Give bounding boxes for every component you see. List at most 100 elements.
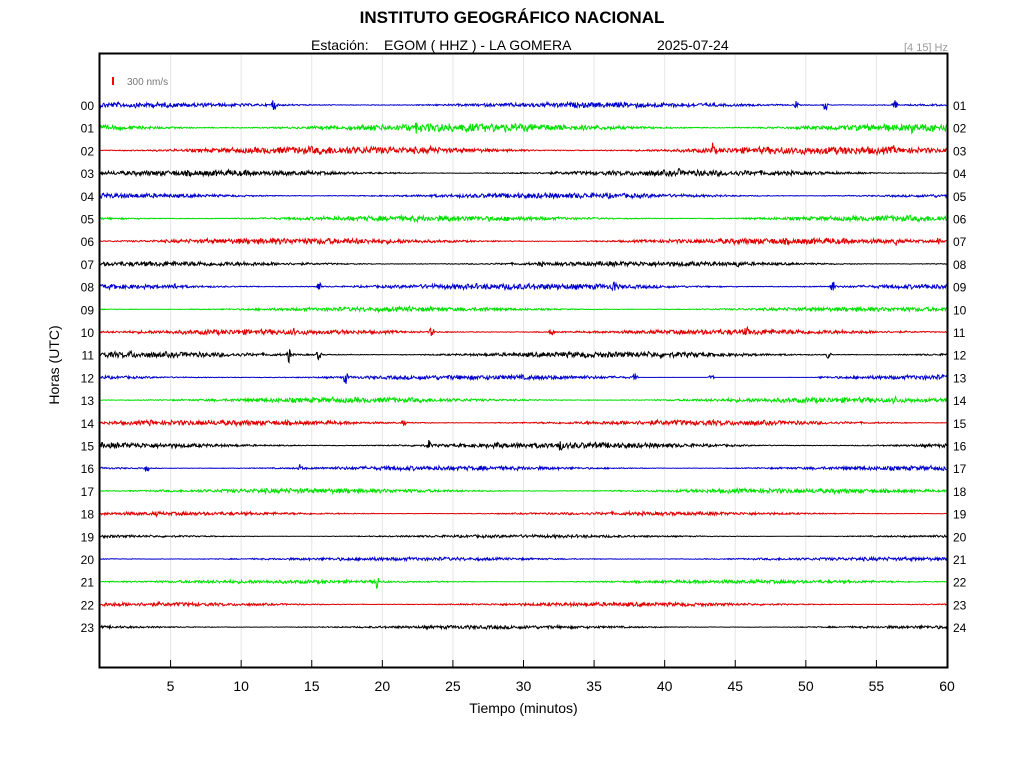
trace-hour-16 bbox=[99, 464, 947, 473]
trace-hour-23 bbox=[99, 623, 948, 631]
x-tick-label: 60 bbox=[939, 678, 955, 694]
hour-label-right: 16 bbox=[953, 440, 967, 454]
trace-hour-09 bbox=[99, 304, 947, 314]
grid-lines bbox=[170, 55, 877, 666]
hour-label-left: 05 bbox=[81, 213, 95, 227]
hour-label-right: 01 bbox=[953, 99, 967, 113]
scale-label: 300 nm/s bbox=[127, 77, 168, 88]
hour-label-left: 10 bbox=[81, 326, 95, 340]
hour-label-left: 08 bbox=[81, 281, 95, 295]
hour-label-left: 17 bbox=[81, 485, 95, 499]
x-tick-label: 30 bbox=[516, 678, 532, 694]
hour-label-left: 13 bbox=[81, 394, 95, 408]
filter-band-label: [4 15] Hz bbox=[903, 42, 948, 54]
trace-hour-11 bbox=[99, 349, 947, 365]
hour-label-right: 05 bbox=[953, 190, 967, 204]
plot-frame bbox=[98, 52, 949, 669]
hour-label-right: 12 bbox=[953, 349, 967, 363]
hour-label-right: 11 bbox=[953, 326, 966, 340]
trace-hour-00 bbox=[99, 100, 947, 111]
hour-labels-left: 00 01 02 03 04 05 06 07 08 09 10 11 12 13 14 15 16 17 18 19… bbox=[81, 99, 95, 635]
hour-label-right: 20 bbox=[953, 530, 967, 544]
trace-hour-18 bbox=[99, 509, 947, 519]
hour-label-right: 21 bbox=[953, 553, 967, 567]
trace-hour-10 bbox=[99, 325, 947, 337]
hour-label-left: 19 bbox=[81, 530, 95, 544]
hour-label-right: 22 bbox=[953, 576, 967, 590]
hour-label-left: 03 bbox=[81, 167, 95, 181]
hour-label-left: 11 bbox=[82, 349, 95, 363]
hour-label-left: 20 bbox=[81, 553, 95, 567]
scale-bar bbox=[112, 77, 114, 85]
trace-hour-01 bbox=[99, 122, 948, 135]
trace-hour-21 bbox=[99, 578, 947, 589]
x-tick-label: 35 bbox=[586, 678, 602, 694]
station-label: Estación: bbox=[311, 37, 369, 53]
seismic-traces bbox=[99, 100, 948, 631]
hour-label-right: 23 bbox=[953, 598, 967, 612]
hour-label-right: 04 bbox=[953, 167, 967, 181]
hour-label-left: 04 bbox=[81, 190, 95, 204]
hour-label-right: 10 bbox=[953, 303, 967, 317]
x-axis-ticks: 5 10 15 20 25 30 35 40 45 50 55 60 bbox=[167, 660, 955, 694]
trace-hour-17 bbox=[99, 486, 947, 496]
trace-hour-22 bbox=[99, 600, 947, 609]
trace-hour-20 bbox=[99, 555, 948, 563]
hour-label-left: 16 bbox=[81, 462, 95, 476]
chart-title: INSTITUTO GEOGRÁFICO NACIONAL bbox=[359, 8, 665, 27]
hour-label-left: 12 bbox=[81, 371, 95, 385]
hour-label-left: 14 bbox=[81, 417, 95, 431]
hour-label-left: 09 bbox=[81, 303, 95, 317]
trace-hour-07 bbox=[99, 260, 947, 269]
trace-hour-04 bbox=[99, 191, 948, 200]
x-tick-label: 50 bbox=[798, 678, 814, 694]
trace-hour-12 bbox=[99, 373, 948, 384]
hour-label-right: 19 bbox=[953, 508, 967, 522]
trace-hour-02 bbox=[99, 142, 948, 157]
x-tick-label: 25 bbox=[445, 678, 461, 694]
x-tick-label: 15 bbox=[304, 678, 320, 694]
x-tick-label: 20 bbox=[375, 678, 391, 694]
hour-label-right: 08 bbox=[953, 258, 967, 272]
hour-label-right: 03 bbox=[953, 144, 967, 158]
amplitude-scale: 300 nm/s bbox=[112, 77, 168, 88]
hour-label-right: 15 bbox=[953, 417, 967, 431]
hour-label-right: 14 bbox=[953, 394, 967, 408]
x-tick-label: 45 bbox=[727, 678, 743, 694]
x-tick-label: 10 bbox=[233, 678, 249, 694]
trace-hour-19 bbox=[99, 533, 947, 540]
hour-label-left: 06 bbox=[81, 235, 95, 249]
hour-label-left: 21 bbox=[81, 576, 95, 590]
hour-label-right: 13 bbox=[953, 371, 967, 385]
hour-label-left: 15 bbox=[81, 440, 95, 454]
trace-hour-06 bbox=[99, 236, 947, 247]
x-axis-label: Tiempo (minutos) bbox=[469, 700, 578, 716]
trace-hour-03 bbox=[99, 167, 947, 178]
hour-label-left: 22 bbox=[81, 598, 95, 612]
hour-label-left: 01 bbox=[81, 122, 95, 136]
trace-hour-15 bbox=[99, 440, 948, 451]
hour-label-right: 24 bbox=[953, 621, 967, 635]
hour-label-right: 02 bbox=[953, 122, 967, 136]
trace-hour-08 bbox=[99, 281, 947, 292]
trace-hour-13 bbox=[99, 394, 948, 406]
hour-label-left: 18 bbox=[81, 508, 95, 522]
x-tick-label: 40 bbox=[657, 678, 673, 694]
x-tick-label: 55 bbox=[869, 678, 885, 694]
hour-label-left: 00 bbox=[81, 99, 95, 113]
hour-label-right: 18 bbox=[953, 485, 967, 499]
hour-label-left: 07 bbox=[81, 258, 95, 272]
x-tick-label: 5 bbox=[167, 678, 175, 694]
station-name: EGOM ( HHZ ) - LA GOMERA bbox=[384, 37, 572, 53]
trace-hour-05 bbox=[99, 213, 948, 224]
hour-label-right: 17 bbox=[953, 462, 967, 476]
trace-hour-14 bbox=[99, 418, 947, 428]
hour-labels-right: 01 02 03 04 05 06 07 08 09 10 11 12 13 14 15 16 17 18 19 20… bbox=[953, 99, 967, 635]
hour-label-right: 07 bbox=[953, 235, 967, 249]
hour-label-right: 09 bbox=[953, 281, 967, 295]
hour-label-right: 06 bbox=[953, 213, 967, 227]
hour-label-left: 02 bbox=[81, 144, 95, 158]
y-axis-label: Horas (UTC) bbox=[46, 325, 62, 405]
hour-label-left: 23 bbox=[81, 621, 95, 635]
